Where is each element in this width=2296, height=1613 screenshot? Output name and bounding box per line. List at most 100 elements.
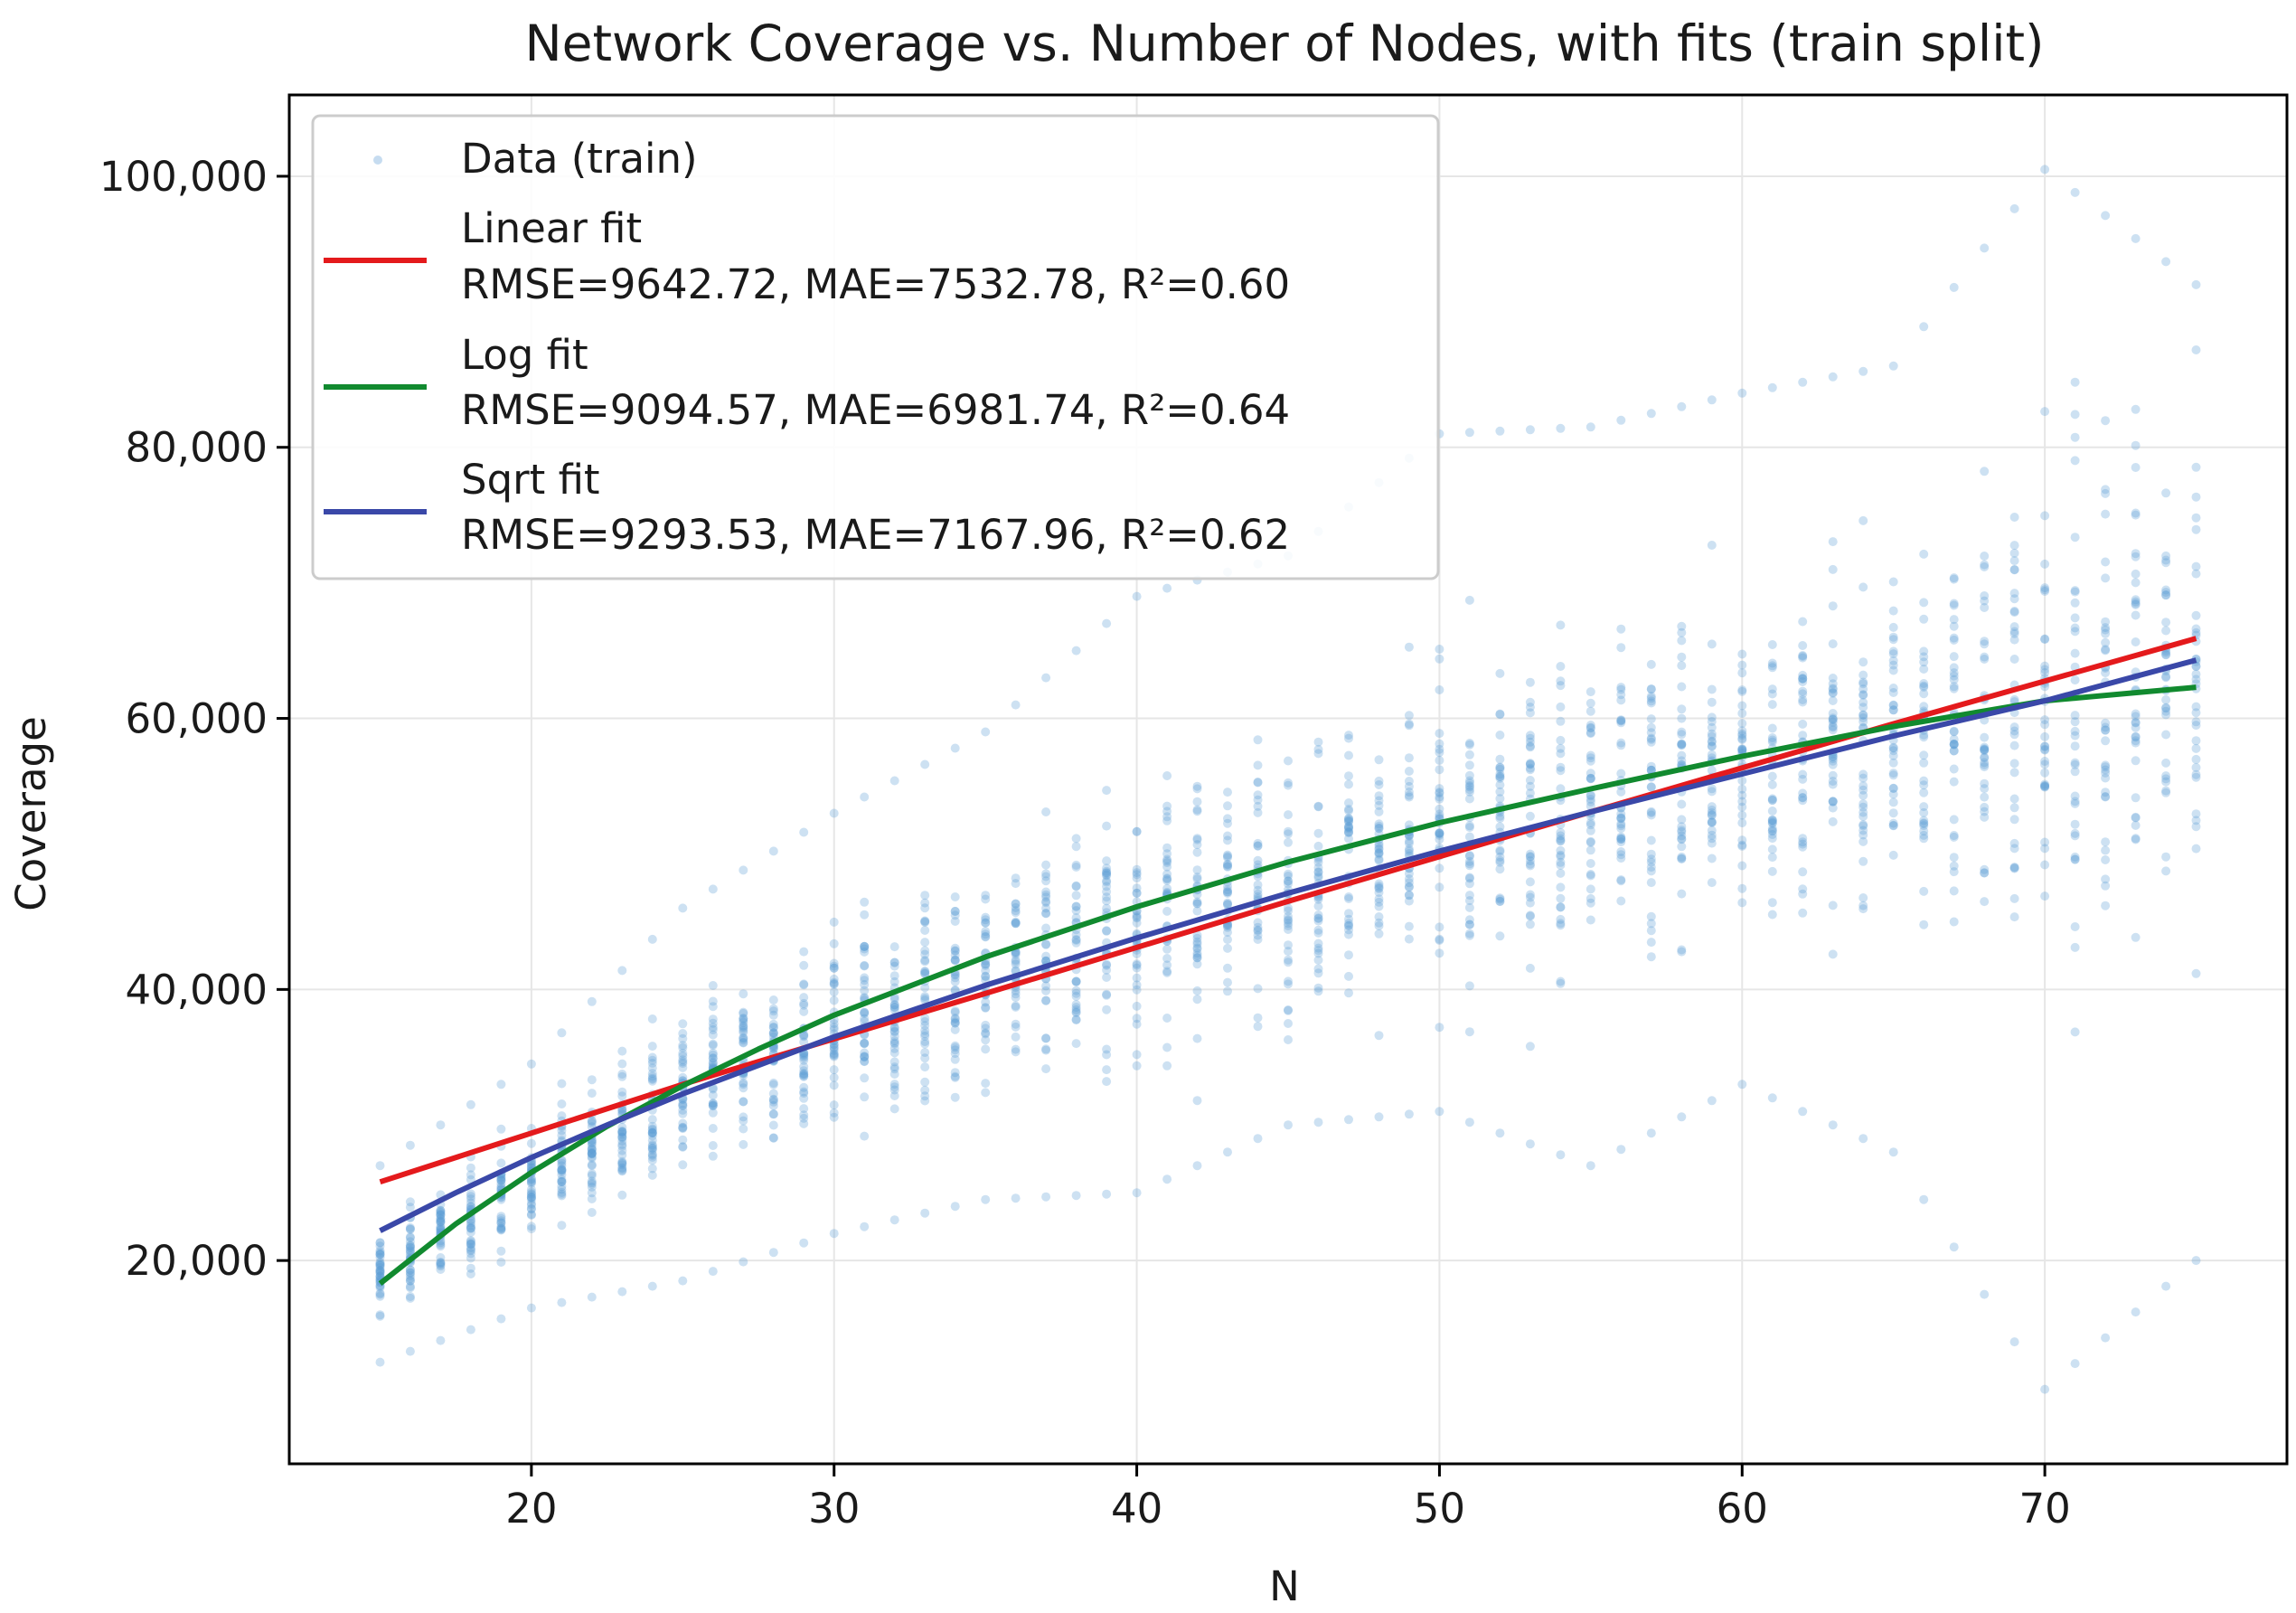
data-point — [1253, 880, 1263, 890]
data-point — [1041, 876, 1051, 886]
data-point — [405, 1224, 415, 1234]
data-point — [1374, 824, 1384, 833]
data-point — [829, 1045, 839, 1055]
data-point — [2009, 565, 2019, 574]
data-point — [1313, 828, 1323, 838]
data-point — [1071, 988, 1081, 998]
legend-metrics-sqrt: RMSE=9293.53, MAE=7167.96, R²=0.62 — [461, 511, 1290, 559]
data-point — [1223, 898, 1232, 908]
data-point — [1707, 834, 1717, 844]
data-point — [1041, 1033, 1051, 1043]
data-point — [2131, 932, 2141, 942]
data-point — [1525, 759, 1535, 769]
data-point — [860, 1092, 870, 1102]
data-point — [1858, 657, 1868, 667]
data-point — [1011, 1019, 1021, 1029]
data-point — [2191, 569, 2201, 579]
data-point — [981, 929, 991, 939]
data-point — [1435, 828, 1444, 838]
data-point — [708, 1100, 718, 1110]
data-point — [920, 1017, 930, 1026]
data-point — [1102, 1077, 1112, 1087]
data-point — [647, 1170, 657, 1180]
data-point — [1646, 761, 1656, 771]
data-point — [678, 1118, 688, 1128]
data-point — [2101, 855, 2111, 864]
data-point — [2161, 673, 2171, 683]
data-point — [617, 1146, 627, 1156]
data-point — [1556, 860, 1566, 870]
data-point — [405, 1240, 415, 1250]
data-point — [1646, 684, 1656, 694]
data-point — [1102, 903, 1112, 913]
data-point — [2161, 585, 2171, 595]
data-point — [950, 743, 960, 753]
data-point — [2161, 771, 2171, 781]
data-point — [1556, 868, 1566, 878]
data-point — [1677, 401, 1687, 411]
data-point — [1798, 834, 1808, 844]
data-point — [1041, 909, 1051, 919]
data-point — [1677, 831, 1687, 841]
data-point — [1374, 918, 1384, 928]
data-point — [1253, 801, 1263, 811]
data-point — [1011, 948, 1021, 957]
data-point — [1707, 736, 1717, 746]
data-point — [1646, 808, 1656, 817]
data-point — [436, 1206, 446, 1215]
data-point — [799, 998, 809, 1008]
data-point — [950, 1014, 960, 1024]
data-point — [587, 1148, 597, 1158]
data-point — [587, 1144, 597, 1154]
data-point — [1888, 750, 1898, 760]
data-point — [708, 1041, 718, 1051]
data-point — [1828, 564, 1838, 574]
data-point — [1888, 818, 1898, 828]
data-point — [1707, 808, 1717, 817]
data-point — [1041, 860, 1051, 870]
data-point — [1464, 891, 1474, 901]
data-point — [1858, 856, 1868, 866]
data-point — [1646, 733, 1656, 743]
data-point — [708, 1151, 718, 1161]
data-point — [920, 967, 930, 976]
data-point — [920, 1021, 930, 1031]
data-point — [829, 987, 839, 997]
data-point — [1828, 1120, 1838, 1130]
data-point — [1374, 780, 1384, 789]
data-point — [1737, 649, 1747, 659]
data-point — [739, 865, 748, 875]
data-point — [1556, 835, 1566, 845]
data-point — [1737, 726, 1747, 736]
data-point — [799, 1000, 809, 1010]
data-point — [2191, 669, 2201, 679]
data-point — [1313, 863, 1323, 873]
data-point — [1737, 388, 1747, 398]
data-point — [1041, 890, 1051, 900]
data-point — [1586, 825, 1595, 835]
data-point — [1616, 819, 1626, 829]
data-point — [950, 970, 960, 980]
data-point — [1192, 899, 1202, 909]
data-point — [950, 943, 960, 953]
data-point — [1495, 769, 1505, 779]
data-point — [466, 1189, 475, 1199]
data-point — [1767, 825, 1777, 835]
data-point — [1102, 877, 1112, 887]
data-point — [1586, 769, 1595, 778]
data-point — [1344, 771, 1353, 781]
data-point — [1677, 834, 1687, 844]
data-point — [1616, 690, 1626, 700]
data-point — [1949, 684, 1959, 693]
data-point — [617, 1150, 627, 1160]
data-point — [678, 1142, 688, 1152]
data-point — [2040, 165, 2050, 175]
data-point — [1586, 801, 1595, 811]
data-point — [1344, 750, 1353, 760]
data-point — [2131, 712, 2141, 722]
data-point — [1041, 1033, 1051, 1043]
data-point — [1102, 868, 1112, 878]
data-point — [587, 1188, 597, 1198]
data-point — [829, 1051, 839, 1061]
data-point — [375, 1250, 385, 1259]
